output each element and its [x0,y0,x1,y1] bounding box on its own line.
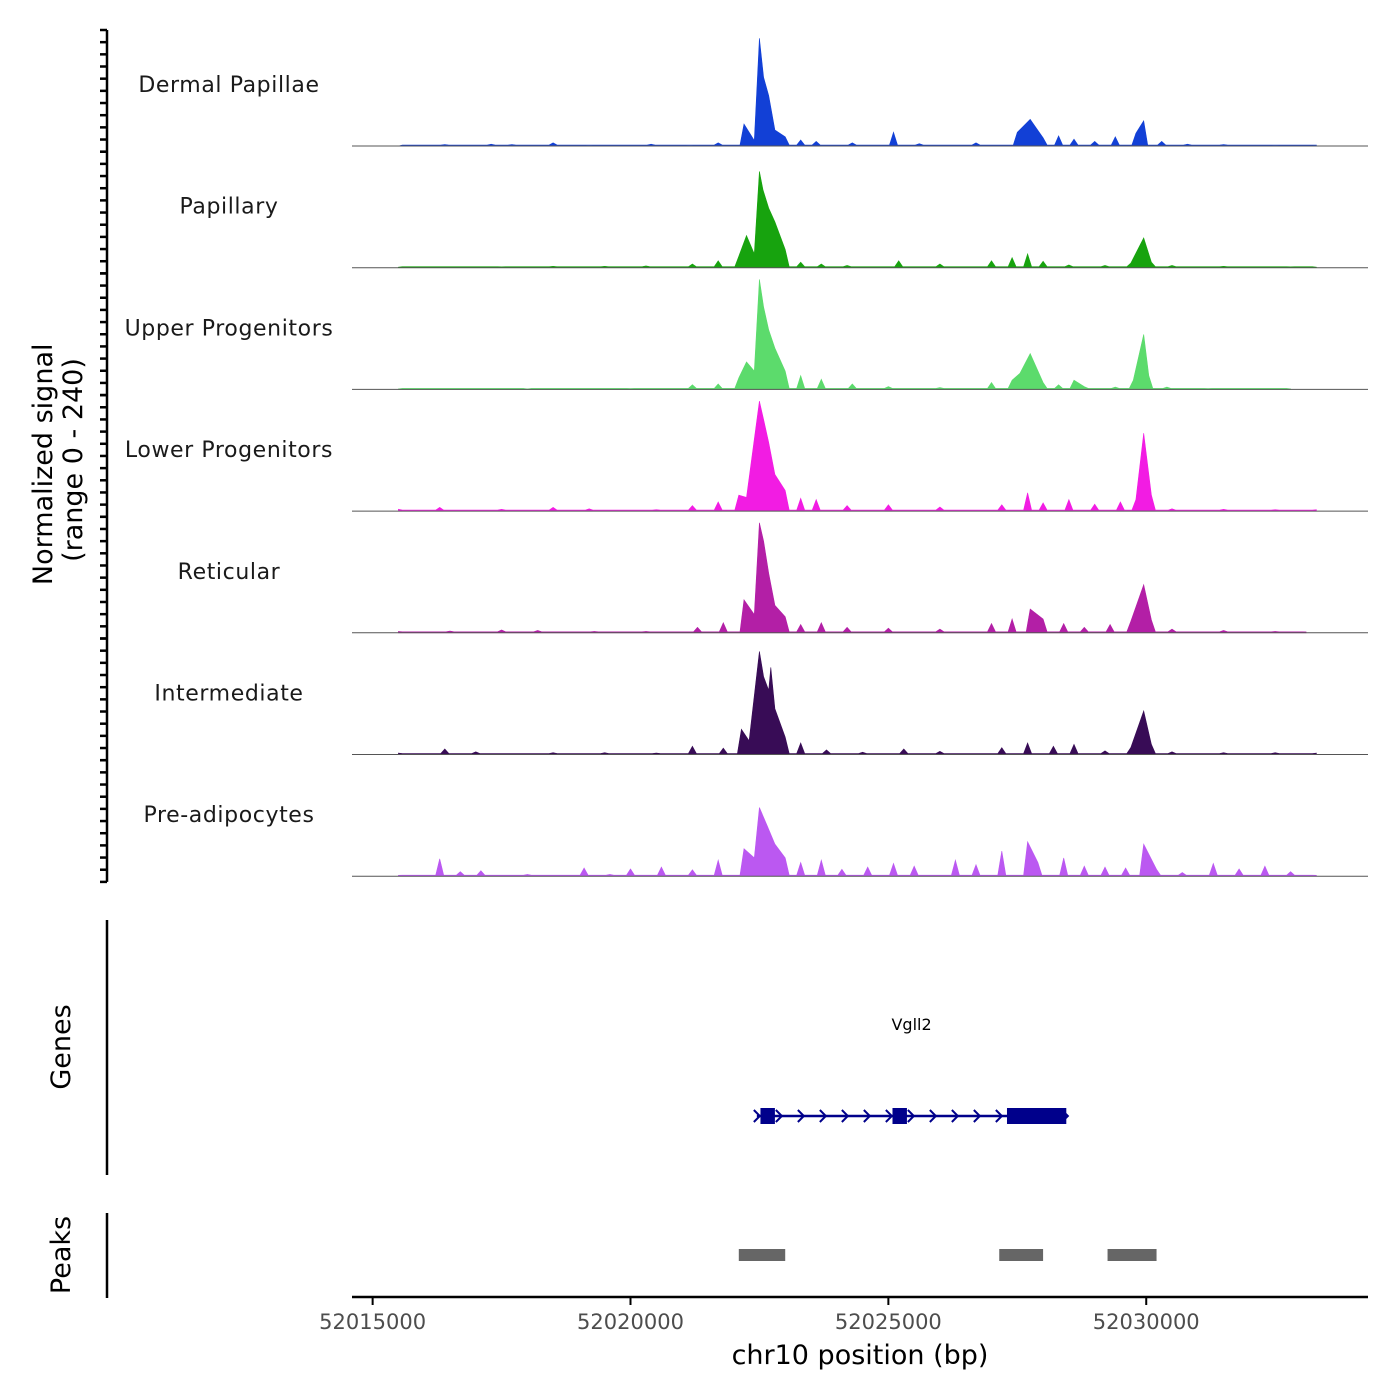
strand-arrow [973,1109,982,1123]
x-tick-label: 52025000 [835,1310,942,1334]
coverage-area [398,401,1317,512]
x-axis: 52015000 52020000 52025000 52030000 [319,1295,1368,1334]
strand-arrow [753,1109,762,1123]
gene-vgll2: Vgll2 [753,1015,1070,1124]
track-label: Upper Progenitors [125,316,334,341]
signal-axis [100,28,109,884]
coverage-area [398,38,1317,147]
gene-exon [760,1108,775,1124]
x-tick-label: 52020000 [577,1310,684,1334]
track-papillary: Papillary [179,171,1368,269]
gene-label: Vgll2 [891,1015,931,1034]
peaks-panel-label: Peaks [46,1216,77,1294]
track-dermal-papillae: Dermal Papillae [138,38,1368,147]
y-axis-title-line-1: Normalized signal [28,344,59,586]
x-tick-label: 52030000 [1093,1310,1200,1334]
track-intermediate: Intermediate [154,651,1368,755]
strand-arrow [819,1109,828,1123]
coverage-area [398,807,1317,877]
track-label: Pre-adipocytes [143,803,314,828]
genes-panel-label: Genes [46,1004,77,1089]
y-axis-title: Normalized signal (range 0 - 240) [28,335,89,585]
peak-regions [738,1249,1157,1261]
track-label: Intermediate [154,682,303,707]
track-label: Reticular [178,560,281,585]
coverage-area [398,522,1307,634]
strand-arrow [841,1109,850,1123]
coverage-area [398,279,1291,390]
strand-arrow [863,1109,872,1123]
strand-arrow [951,1109,960,1123]
track-label: Papillary [179,195,278,220]
strand-arrow [797,1109,806,1123]
track-label: Dermal Papillae [138,73,319,98]
gene-exon [1006,1108,1067,1124]
coverage-tracks: Dermal Papillae Papillary Upper Progenitor… [125,38,1368,877]
coverage-area [398,651,1317,755]
track-upper-progenitors: Upper Progenitors [125,279,1368,390]
track-label: Lower Progenitors [125,438,333,463]
strand-arrow [929,1109,938,1123]
track-reticular: Reticular [178,522,1368,634]
coverage-area [398,171,1317,268]
strand-arrow [775,1109,784,1123]
strand-arrow [995,1109,1004,1123]
track-lower-progenitors: Lower Progenitors [125,401,1368,512]
peak-region [1107,1249,1157,1261]
gene-annotations: Vgll2 [753,1015,1070,1124]
peak-region [738,1249,786,1261]
strand-arrow [907,1109,916,1123]
gene-exon [892,1108,907,1124]
x-axis-title: chr10 position (bp) [732,1340,989,1371]
y-axis-title-line-2: (range 0 - 240) [58,358,89,562]
peak-region [999,1249,1044,1261]
strand-arrow [885,1109,894,1123]
x-tick-label: 52015000 [319,1310,426,1334]
track-pre-adipocytes: Pre-adipocytes [143,803,1368,877]
